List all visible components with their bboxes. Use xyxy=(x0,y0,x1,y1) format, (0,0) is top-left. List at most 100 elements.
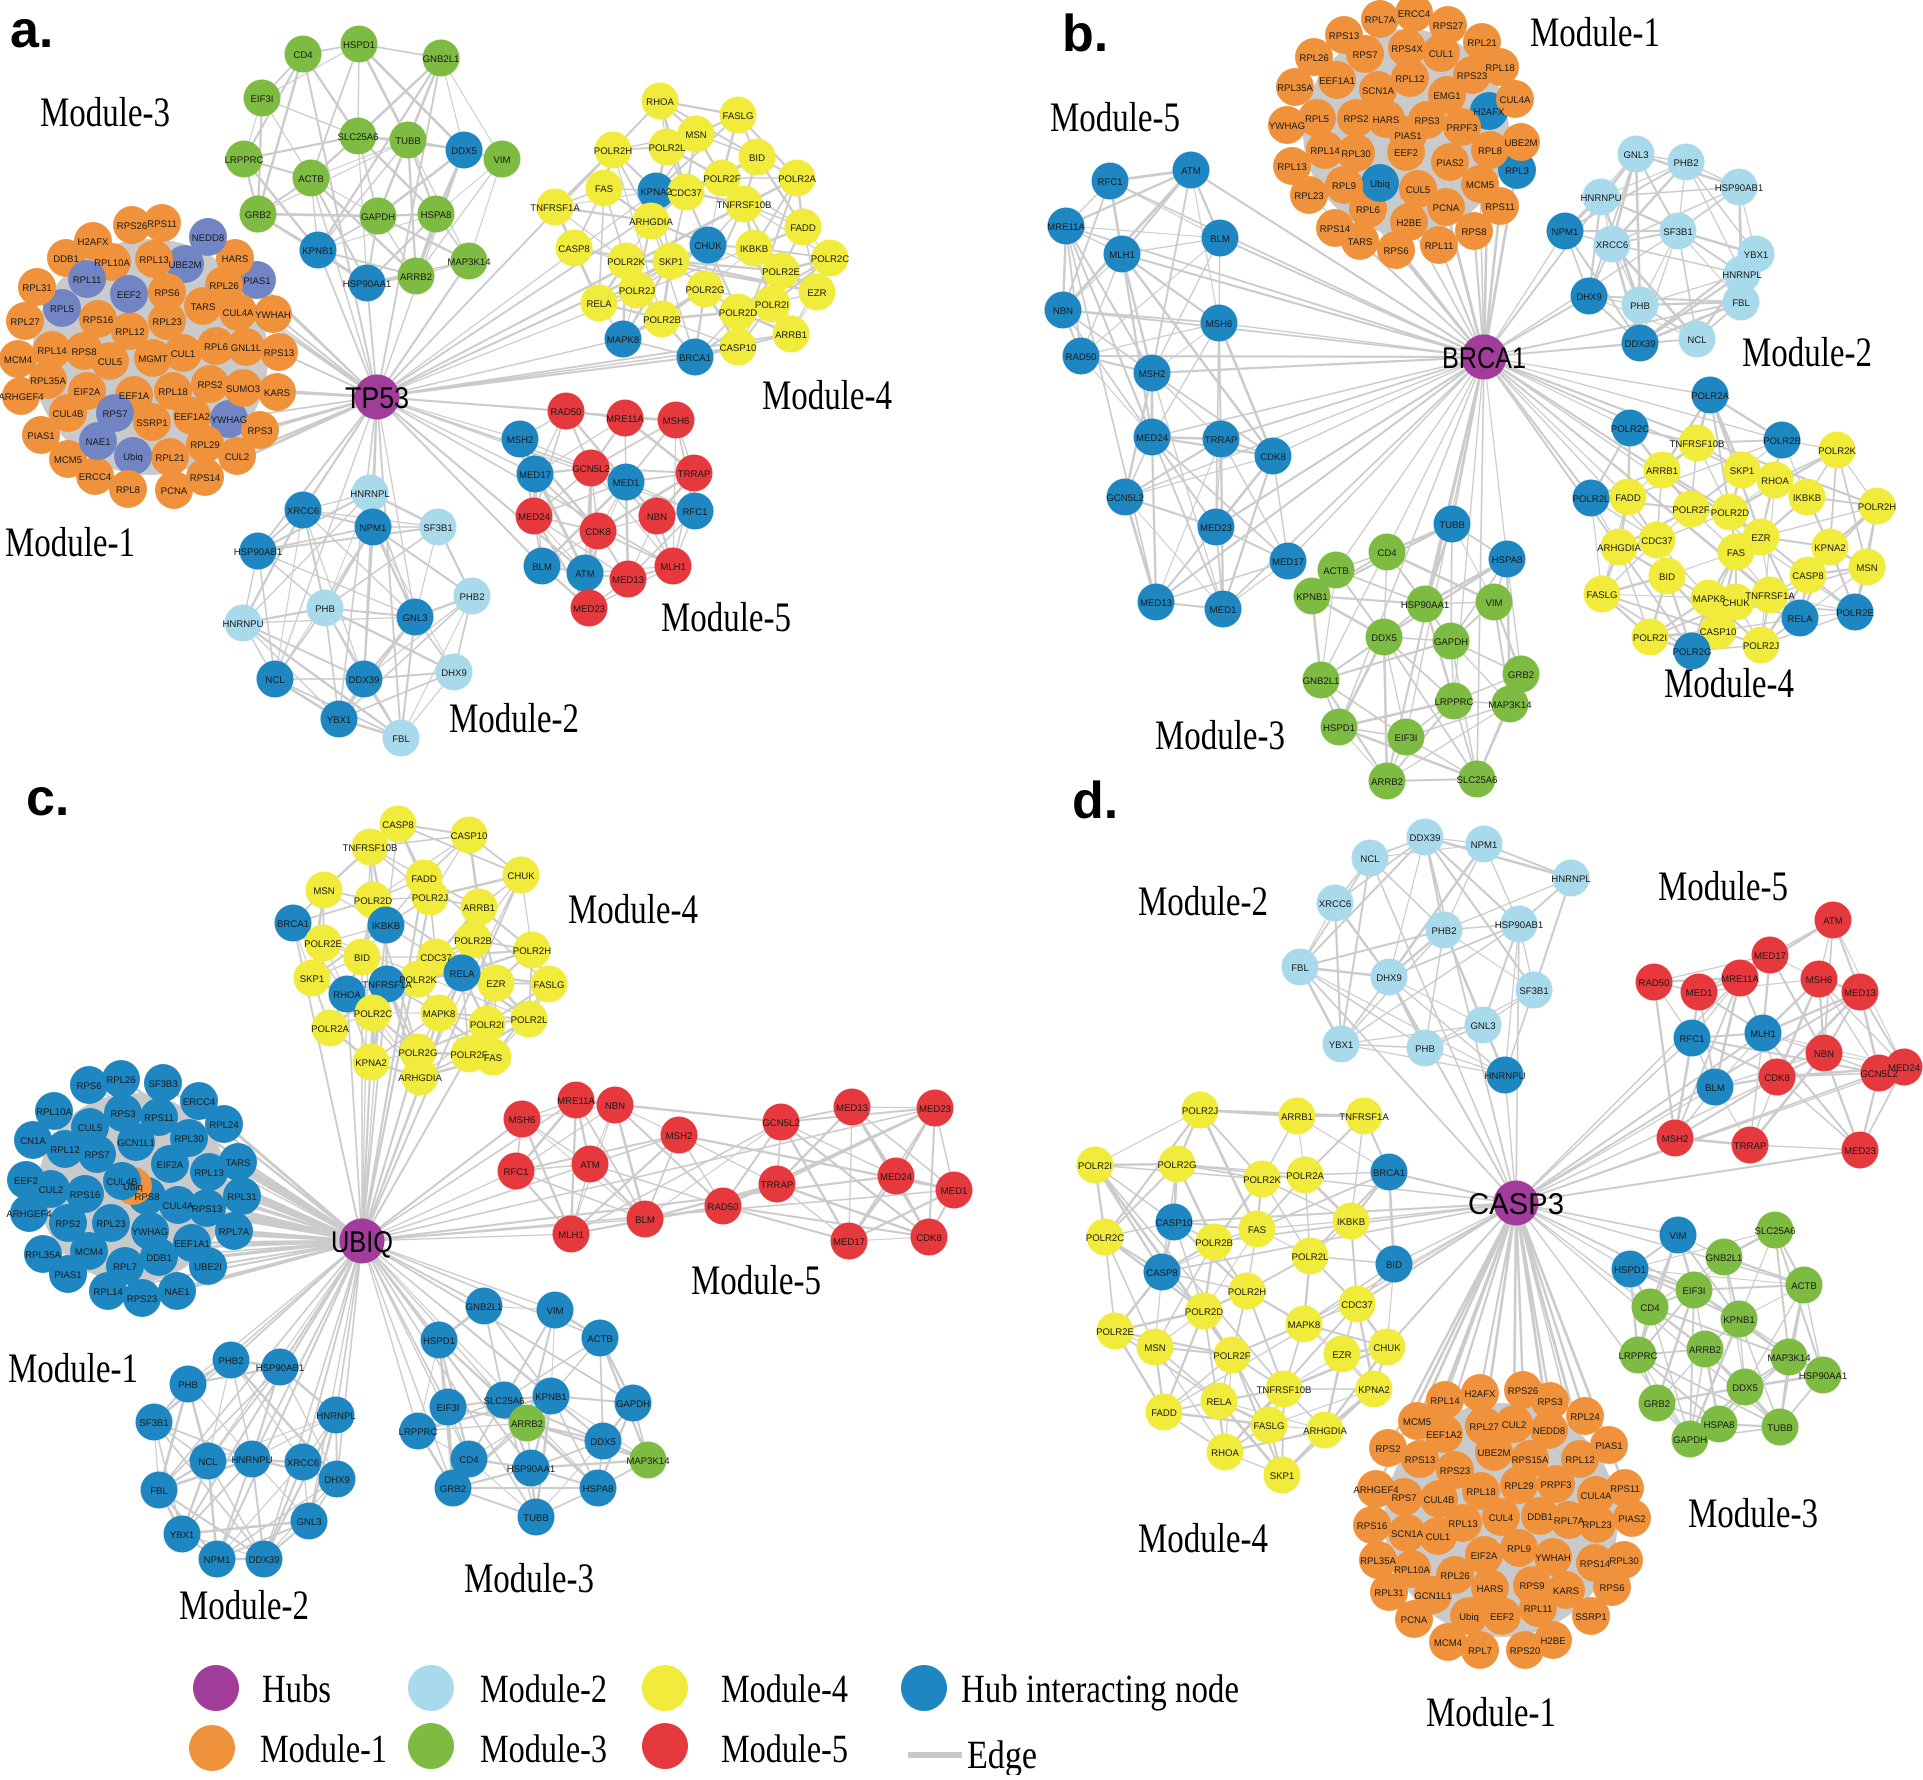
svg-text:RPL30: RPL30 xyxy=(174,1134,203,1145)
svg-text:HARS: HARS xyxy=(1373,115,1400,126)
svg-text:RHOA: RHOA xyxy=(1211,1448,1239,1459)
svg-text:SF3B1: SF3B1 xyxy=(1519,986,1548,997)
svg-text:MSN: MSN xyxy=(685,130,706,141)
svg-text:SF3B1: SF3B1 xyxy=(423,523,452,534)
svg-text:CUL4A: CUL4A xyxy=(223,308,255,319)
svg-text:CD4: CD4 xyxy=(293,50,313,61)
svg-text:RPS6: RPS6 xyxy=(1383,246,1408,257)
svg-text:POLR2H: POLR2H xyxy=(1228,1287,1266,1298)
svg-text:BID: BID xyxy=(1386,1260,1402,1271)
svg-text:CUL5: CUL5 xyxy=(78,1123,103,1134)
svg-text:RPL10A: RPL10A xyxy=(36,1107,72,1118)
svg-text:XRCC6: XRCC6 xyxy=(287,1458,320,1469)
svg-text:CASP3: CASP3 xyxy=(1468,1188,1564,1221)
svg-text:NCL: NCL xyxy=(265,675,285,686)
svg-text:RPL5: RPL5 xyxy=(50,304,74,315)
svg-text:MED23: MED23 xyxy=(573,604,605,615)
svg-text:TNFRSF10B: TNFRSF10B xyxy=(1670,439,1725,450)
svg-text:TRRAP: TRRAP xyxy=(761,1180,794,1191)
svg-text:POLR2F: POLR2F xyxy=(1213,1351,1250,1362)
svg-text:H2BE: H2BE xyxy=(1540,1636,1565,1647)
svg-text:GNB2L1: GNB2L1 xyxy=(466,1302,503,1313)
svg-text:RELA: RELA xyxy=(1787,614,1813,625)
svg-text:POLR2F: POLR2F xyxy=(703,174,740,185)
svg-text:KARS: KARS xyxy=(1553,1586,1579,1597)
svg-text:RPL18: RPL18 xyxy=(158,387,187,398)
svg-text:SKP1: SKP1 xyxy=(659,257,684,268)
svg-text:MED17: MED17 xyxy=(1754,951,1786,962)
svg-text:RPL11: RPL11 xyxy=(73,275,102,286)
svg-text:RPL27: RPL27 xyxy=(10,317,39,328)
svg-text:CUL2: CUL2 xyxy=(225,452,250,463)
svg-text:MED17: MED17 xyxy=(1272,557,1304,568)
svg-text:RPL7: RPL7 xyxy=(113,1262,137,1273)
svg-text:ARRB2: ARRB2 xyxy=(1689,1345,1721,1356)
svg-text:RPL13: RPL13 xyxy=(139,255,168,266)
svg-text:CUL2: CUL2 xyxy=(1502,1420,1527,1431)
svg-text:YBX1: YBX1 xyxy=(1744,250,1769,261)
svg-text:HSPA8: HSPA8 xyxy=(421,210,452,221)
svg-text:HNRNPU: HNRNPU xyxy=(1484,1071,1525,1082)
svg-text:HSPD1: HSPD1 xyxy=(1323,723,1355,734)
svg-text:NBN: NBN xyxy=(605,1101,625,1112)
svg-text:RPS16: RPS16 xyxy=(83,315,113,326)
svg-text:GNL3: GNL3 xyxy=(402,613,427,624)
svg-text:POLR2H: POLR2H xyxy=(594,146,632,157)
svg-text:EIF3I: EIF3I xyxy=(1395,733,1418,744)
svg-text:MCM4: MCM4 xyxy=(4,355,33,366)
svg-text:Module-3: Module-3 xyxy=(480,1726,607,1771)
svg-text:ARHGEF4: ARHGEF4 xyxy=(1353,1485,1399,1496)
svg-text:Module-1: Module-1 xyxy=(260,1726,387,1771)
svg-text:YBX1: YBX1 xyxy=(170,1530,195,1541)
svg-text:ARHGEF4: ARHGEF4 xyxy=(6,1209,52,1220)
svg-text:ERCC4: ERCC4 xyxy=(1398,9,1431,20)
svg-text:GCN1L1: GCN1L1 xyxy=(117,1138,154,1149)
svg-text:EZR: EZR xyxy=(807,288,826,299)
svg-text:EEF2: EEF2 xyxy=(14,1176,38,1187)
svg-text:RPL7A: RPL7A xyxy=(219,1227,250,1238)
svg-text:EEF1A: EEF1A xyxy=(119,391,150,402)
svg-text:Module-1: Module-1 xyxy=(1530,10,1660,56)
svg-text:EEF1A2: EEF1A2 xyxy=(1426,1430,1462,1441)
svg-text:FASLG: FASLG xyxy=(723,111,754,122)
svg-text:RPL6: RPL6 xyxy=(1356,205,1380,216)
svg-text:POLR2E: POLR2E xyxy=(304,939,342,950)
svg-text:MED13: MED13 xyxy=(1844,988,1876,999)
svg-text:POLR2G: POLR2G xyxy=(1158,1160,1197,1171)
svg-text:POLR2L: POLR2L xyxy=(649,143,686,154)
svg-text:NEDD8: NEDD8 xyxy=(1533,1426,1566,1437)
svg-text:RPL11: RPL11 xyxy=(1524,1604,1553,1615)
svg-text:UBE2M: UBE2M xyxy=(1504,138,1537,149)
svg-text:ARRB2: ARRB2 xyxy=(511,1419,543,1430)
svg-text:b.: b. xyxy=(1062,5,1108,63)
svg-text:GNB2L1: GNB2L1 xyxy=(1303,676,1340,687)
svg-text:RFC1: RFC1 xyxy=(1097,177,1122,188)
svg-text:FADD: FADD xyxy=(1615,493,1641,504)
svg-text:DDX5: DDX5 xyxy=(590,1437,616,1448)
svg-text:IKBKB: IKBKB xyxy=(1337,1217,1365,1228)
svg-text:RPL13: RPL13 xyxy=(1448,1519,1477,1530)
svg-text:GRB2: GRB2 xyxy=(1508,670,1534,681)
svg-text:BLM: BLM xyxy=(1210,234,1230,245)
svg-text:NPM1: NPM1 xyxy=(1471,840,1498,851)
svg-text:MSH2: MSH2 xyxy=(507,435,534,446)
svg-text:HSPD1: HSPD1 xyxy=(423,1336,455,1347)
svg-text:d.: d. xyxy=(1072,772,1118,830)
svg-text:RPS11: RPS11 xyxy=(144,1113,174,1124)
svg-text:RPS3: RPS3 xyxy=(247,426,272,437)
svg-text:MSN: MSN xyxy=(1856,563,1877,574)
svg-text:CDK8: CDK8 xyxy=(916,1233,942,1244)
svg-text:CDC37: CDC37 xyxy=(1341,1300,1372,1311)
svg-text:RPL26: RPL26 xyxy=(106,1075,135,1086)
svg-text:TP53: TP53 xyxy=(345,382,409,415)
svg-text:MED13: MED13 xyxy=(612,575,644,586)
svg-text:RPS7: RPS7 xyxy=(84,1150,109,1161)
svg-text:DDX39: DDX39 xyxy=(1625,339,1656,350)
svg-text:POLR2E: POLR2E xyxy=(1836,608,1874,619)
svg-text:MSN: MSN xyxy=(313,886,334,897)
svg-text:ACTB: ACTB xyxy=(1791,1281,1817,1292)
svg-text:RPS13: RPS13 xyxy=(1329,31,1359,42)
svg-text:HNRNPL: HNRNPL xyxy=(316,1411,356,1422)
svg-text:SUMO3: SUMO3 xyxy=(226,384,260,395)
svg-text:MED24: MED24 xyxy=(518,512,551,523)
